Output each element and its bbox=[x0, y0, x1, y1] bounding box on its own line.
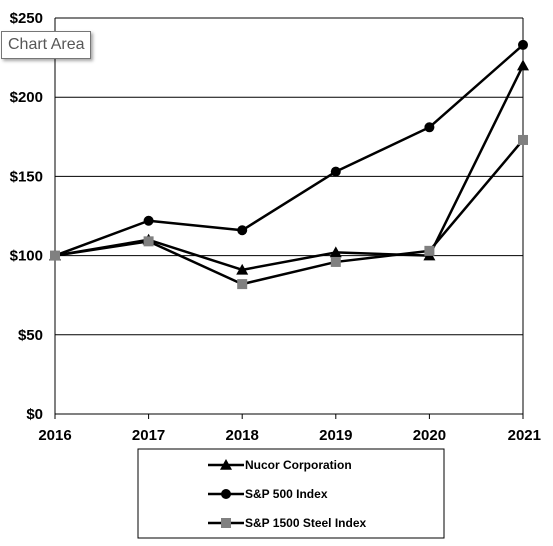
data-point-square bbox=[424, 245, 435, 256]
series-lines bbox=[49, 39, 529, 290]
series-line bbox=[54, 139, 524, 286]
x-tick-label: 2017 bbox=[132, 427, 165, 444]
x-tick-label: 2021 bbox=[508, 427, 541, 444]
series-s-p-1500-steel-index bbox=[50, 134, 528, 290]
legend-label: S&P 1500 Steel Index bbox=[245, 516, 367, 530]
x-tick-label: 2016 bbox=[38, 427, 71, 444]
legend-marker-circle bbox=[221, 489, 231, 499]
x-axis-tick-labels: 2016 2017 2018 2019 2020 2021 bbox=[38, 427, 541, 444]
data-point-square bbox=[330, 256, 341, 267]
legend-entry[interactable]: Nucor Corporation bbox=[208, 458, 352, 472]
legend-box bbox=[137, 448, 445, 539]
legend-entry[interactable]: S&P 1500 Steel Index bbox=[208, 516, 367, 530]
series-line bbox=[54, 43, 524, 257]
x-tick-label: 2019 bbox=[319, 427, 352, 444]
y-tick-label: $50 bbox=[18, 327, 43, 344]
series-nucor-corporation bbox=[49, 59, 529, 275]
data-point-triangle bbox=[517, 59, 529, 71]
legend-marker-square bbox=[221, 518, 231, 528]
x-tick-label: 2020 bbox=[413, 427, 446, 444]
y-axis-tick-labels: $0 $50 $100 $150 $200 $250 bbox=[10, 10, 43, 423]
y-tick-label: $200 bbox=[10, 89, 43, 106]
data-point-square bbox=[143, 236, 154, 247]
data-point-circle bbox=[143, 215, 154, 226]
series-line bbox=[54, 64, 525, 272]
gridlines bbox=[55, 17, 523, 336]
legend[interactable]: Nucor Corporation S&P 500 Index S&P 1500 S… bbox=[137, 448, 445, 539]
data-point-circle bbox=[424, 122, 435, 133]
x-tick-label: 2018 bbox=[226, 427, 259, 444]
data-point-circle bbox=[237, 225, 248, 236]
data-point-triangle bbox=[236, 263, 249, 275]
y-tick-label: $250 bbox=[10, 10, 43, 27]
data-point-square bbox=[50, 250, 60, 261]
data-point-triangle bbox=[329, 246, 342, 258]
legend-label: Nucor Corporation bbox=[245, 458, 352, 472]
chart-area-tooltip: Chart Area bbox=[1, 31, 92, 59]
data-point-circle bbox=[518, 39, 528, 50]
y-tick-label: $100 bbox=[10, 248, 43, 265]
data-point-circle bbox=[330, 166, 341, 177]
legend-entry[interactable]: S&P 500 Index bbox=[208, 487, 328, 501]
series-s-p-500-index bbox=[50, 39, 528, 261]
legend-label: S&P 500 Index bbox=[245, 487, 328, 501]
data-point-square bbox=[518, 134, 528, 145]
y-tick-label: $150 bbox=[10, 168, 43, 185]
y-tick-label: $0 bbox=[26, 406, 43, 423]
axes bbox=[54, 18, 524, 419]
legend-marker-triangle bbox=[220, 459, 232, 470]
data-point-square bbox=[237, 279, 248, 290]
